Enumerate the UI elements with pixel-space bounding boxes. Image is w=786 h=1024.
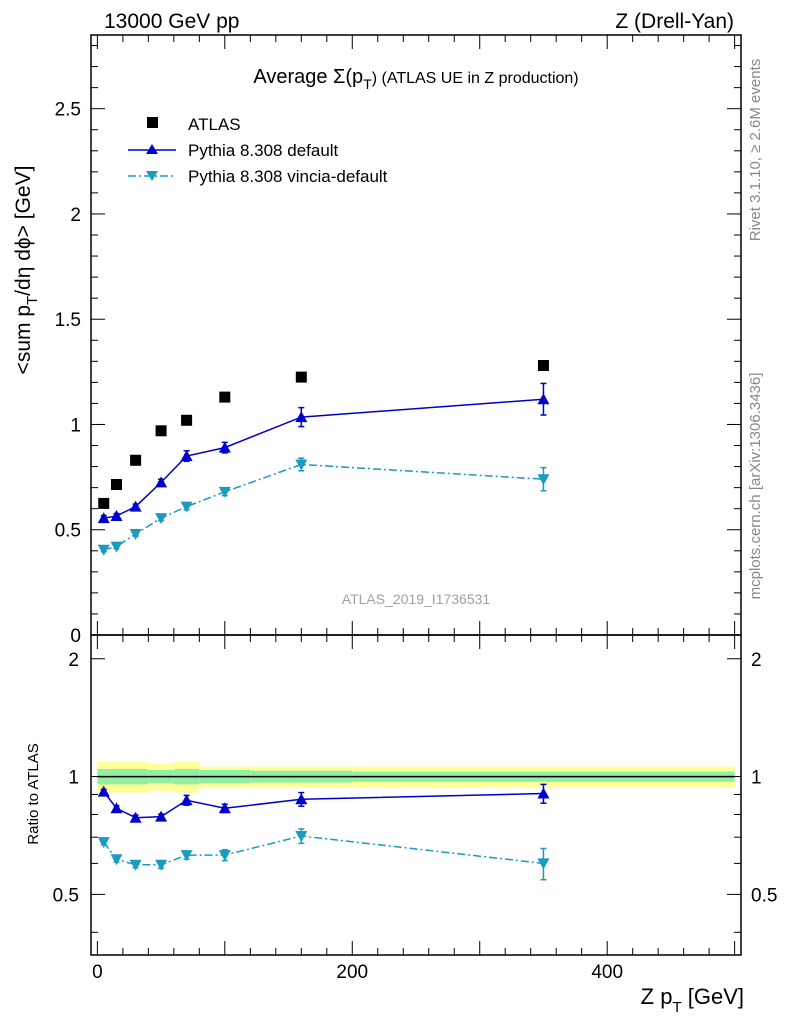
y-tick-label: 1.5 bbox=[55, 310, 81, 331]
atlas-data-point bbox=[98, 497, 110, 509]
y-tick-label: 1 bbox=[70, 415, 81, 436]
ratio-default-point bbox=[97, 785, 110, 797]
ratio-default-point bbox=[295, 793, 308, 805]
vincia-data-point bbox=[129, 528, 142, 540]
ratio-vincia-point bbox=[180, 850, 193, 862]
legend-marker-vincia bbox=[146, 171, 158, 181]
y-tick-label: 2 bbox=[70, 205, 81, 226]
vincia-data-point bbox=[110, 541, 123, 553]
ratio-y-tick-label-right: 1 bbox=[751, 768, 762, 789]
vincia-data-point bbox=[537, 474, 550, 486]
ratio-vincia-point bbox=[295, 830, 308, 842]
plot-title: Average Σ(pT) (ATLAS UE in Z production) bbox=[253, 66, 578, 92]
vincia-data-point bbox=[97, 544, 110, 556]
main-data-marks bbox=[97, 360, 550, 556]
header-left: 13000 GeV pp bbox=[104, 10, 239, 33]
header-right: Z (Drell-Yan) bbox=[615, 10, 734, 33]
atlas-data-point bbox=[181, 414, 193, 426]
x-tick-label: 400 bbox=[591, 962, 623, 983]
default-data-point bbox=[155, 476, 168, 488]
series-line-2 bbox=[103, 463, 544, 551]
mcplots-label: mcplots.cern.ch [arXiv:1306.3436] bbox=[747, 373, 764, 600]
y-tick-label: 0.5 bbox=[55, 521, 81, 542]
ratio-default-point bbox=[537, 787, 550, 799]
ratio-default-point bbox=[180, 794, 193, 806]
rivet-label: Rivet 3.1.10, ≥ 2.6M events bbox=[747, 59, 764, 242]
default-data-point bbox=[180, 450, 193, 462]
default-data-point bbox=[97, 512, 110, 524]
ratio-vincia-point bbox=[218, 850, 231, 862]
legend-label-vincia: Pythia 8.308 vincia-default bbox=[188, 167, 388, 186]
ratio-y-tick-label-right: 2 bbox=[751, 650, 762, 671]
legend-label-atlas: ATLAS bbox=[188, 115, 241, 134]
ratio-default-point bbox=[155, 810, 168, 822]
vincia-data-point bbox=[218, 486, 231, 498]
default-data-point bbox=[537, 393, 550, 405]
ratio-data-marks bbox=[97, 783, 550, 881]
default-data-point bbox=[129, 500, 142, 512]
ratio-vincia-point bbox=[110, 854, 123, 866]
vincia-data-point bbox=[180, 501, 193, 513]
ratio-y-axis-label: Ratio to ATLAS bbox=[25, 743, 42, 844]
atlas-data-point bbox=[295, 371, 307, 383]
main-y-axis-label: <sum pT/dη dϕ> [GeV] bbox=[12, 166, 41, 375]
legend-marker-atlas bbox=[147, 117, 158, 128]
y-tick-label: 0 bbox=[70, 626, 81, 647]
ratio-y-tick-label: 2 bbox=[68, 650, 79, 671]
ratio-y-tick-label-right: 0.5 bbox=[751, 885, 777, 906]
atlas-data-point bbox=[219, 391, 231, 403]
main-axis-ticks: 0 0.5 1 1.5 2 2.5 bbox=[55, 35, 741, 647]
default-data-point bbox=[110, 510, 123, 522]
series-line-1 bbox=[103, 398, 544, 519]
ratio-default-point bbox=[110, 802, 123, 814]
y-tick-label: 2.5 bbox=[55, 100, 81, 121]
default-data-point bbox=[295, 411, 308, 423]
atlas-data-point bbox=[537, 360, 549, 372]
ratio-line-0 bbox=[103, 791, 544, 819]
atlas-data-point bbox=[130, 454, 142, 466]
ratio-vincia-point bbox=[537, 858, 550, 870]
vincia-data-point bbox=[295, 459, 308, 471]
legend: ATLAS Pythia 8.308 default Pythia 8.308 … bbox=[128, 115, 388, 186]
x-tick-label: 200 bbox=[336, 962, 368, 983]
default-data-point bbox=[218, 441, 231, 453]
ratio-plot-frame bbox=[90, 634, 742, 956]
x-tick-label: 0 bbox=[92, 962, 103, 983]
ratio-default-point bbox=[218, 802, 231, 814]
analysis-label: ATLAS_2019_I1736531 bbox=[342, 591, 491, 607]
legend-marker-default bbox=[146, 144, 158, 154]
x-axis-label: Z pT [GeV] bbox=[641, 984, 744, 1016]
ratio-y-tick-label: 1 bbox=[68, 768, 79, 789]
ratio-default-point bbox=[129, 811, 142, 823]
ratio-axis-ticks: 0 200 400 0.5 0.5 1 1 2 2 bbox=[53, 635, 777, 983]
ratio-uncertainty-bands bbox=[97, 761, 735, 793]
ratio-vincia-point bbox=[97, 837, 110, 849]
ratio-y-tick-label: 0.5 bbox=[53, 885, 79, 906]
atlas-data-point bbox=[110, 478, 122, 490]
ratio-line-1 bbox=[103, 835, 544, 866]
vincia-data-point bbox=[155, 513, 168, 525]
atlas-data-point bbox=[155, 425, 167, 437]
legend-label-default: Pythia 8.308 default bbox=[188, 141, 339, 160]
ratio-vincia-point bbox=[129, 859, 142, 871]
ratio-vincia-point bbox=[155, 859, 168, 871]
